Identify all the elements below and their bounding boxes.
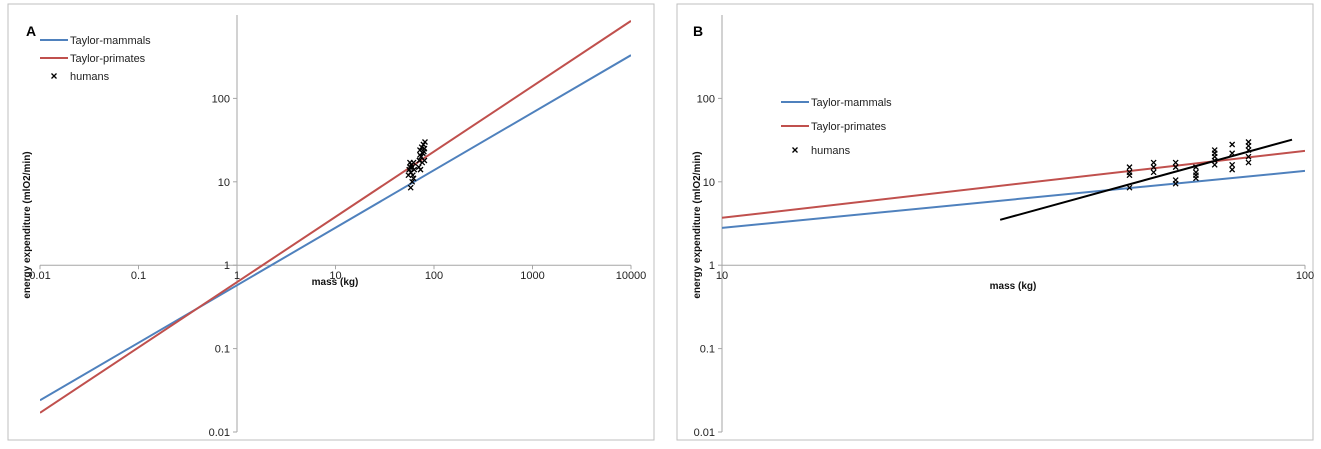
legend-swatch-humans — [51, 73, 57, 79]
plot-area — [40, 20, 631, 414]
data-point-humans — [1229, 161, 1236, 168]
y-tick-label: 100 — [212, 93, 230, 105]
legend-label-humans: humans — [70, 71, 110, 83]
legend-label-taylor-mammals: Taylor-mammals — [70, 35, 151, 47]
data-point-humans — [422, 139, 428, 145]
data-point-humans — [410, 159, 417, 166]
y-tick-label: 0.01 — [209, 427, 230, 439]
data-point-humans — [1126, 169, 1133, 176]
x-tick-label: 0.01 — [29, 270, 50, 282]
series-line-taylor-primates — [40, 20, 631, 414]
y-tick-label: 100 — [697, 93, 715, 105]
series-line-taylor-mammals — [40, 54, 631, 402]
data-point-humans — [410, 175, 417, 182]
data-point-humans — [409, 178, 416, 185]
data-point-humans — [421, 157, 428, 164]
data-point-humans — [1150, 159, 1157, 166]
legend-label-taylor-primates: Taylor-primates — [811, 121, 887, 133]
panel-label: B — [693, 23, 703, 39]
data-point-humans — [1229, 141, 1236, 148]
legend-label-humans: humans — [811, 145, 851, 157]
data-point-humans — [1172, 164, 1179, 171]
data-point-humans — [1192, 169, 1199, 176]
data-point-humans — [1150, 164, 1157, 171]
data-point-humans — [1126, 184, 1133, 191]
x-tick-label: 1 — [234, 270, 240, 282]
y-tick-label: 1 — [224, 260, 230, 272]
x-axis-title: mass (kg) — [312, 277, 359, 288]
legend-swatch-humans — [792, 147, 798, 153]
y-axis-title: energy expenditure (mlO2/min) — [692, 151, 703, 298]
legend: Taylor-mammals Taylor-primates humans — [40, 35, 151, 83]
data-point-humans — [1211, 147, 1218, 154]
x-tick-label: 0.1 — [131, 270, 146, 282]
legend-label-taylor-primates: Taylor-primates — [70, 53, 146, 65]
panel-a: 0.01 0.1 1 10 100 1000 10000 0.01 0.1 1 10 100 mass … — [7, 3, 655, 441]
x-tick-label: 10 — [716, 270, 728, 282]
x-axis-title: mass (kg) — [990, 281, 1037, 292]
data-point-humans — [421, 145, 428, 152]
data-point-humans — [1172, 177, 1179, 183]
y-tick-label: 1 — [709, 260, 715, 272]
x-tick-label: 10000 — [616, 270, 647, 282]
y-tick-label: 0.1 — [215, 344, 230, 356]
data-point-humans — [417, 166, 424, 173]
data-point-humans — [1172, 159, 1179, 166]
legend-label-taylor-mammals: Taylor-mammals — [811, 97, 892, 109]
data-point-humans — [1245, 153, 1252, 160]
y-tick-label: 10 — [218, 177, 230, 189]
data-point-humans — [1245, 139, 1252, 145]
x-tick-label: 1000 — [520, 270, 544, 282]
data-point-humans — [1245, 159, 1252, 166]
data-point-humans — [1150, 169, 1157, 176]
y-tick-label: 10 — [703, 177, 715, 189]
x-tick-label: 100 — [425, 270, 443, 282]
data-point-humans — [1126, 164, 1133, 171]
series-line-fit-line — [999, 138, 1293, 221]
series-line-taylor-mammals — [722, 169, 1305, 229]
x-tick-label: 100 — [1296, 270, 1314, 282]
plot-area — [722, 138, 1305, 229]
y-tick-label: 0.1 — [700, 344, 715, 356]
y-tick-label: 0.01 — [694, 427, 715, 439]
x-tick-label: 10 — [329, 270, 341, 282]
data-point-humans — [1211, 161, 1218, 168]
data-point-humans — [1229, 166, 1236, 173]
data-point-humans — [407, 184, 414, 191]
y-axis-title: energy expenditure (mlO2/min) — [22, 151, 33, 298]
data-point-humans — [411, 166, 418, 173]
legend: Taylor-mammals Taylor-primates humans — [781, 97, 892, 157]
panel-label: A — [26, 23, 36, 39]
